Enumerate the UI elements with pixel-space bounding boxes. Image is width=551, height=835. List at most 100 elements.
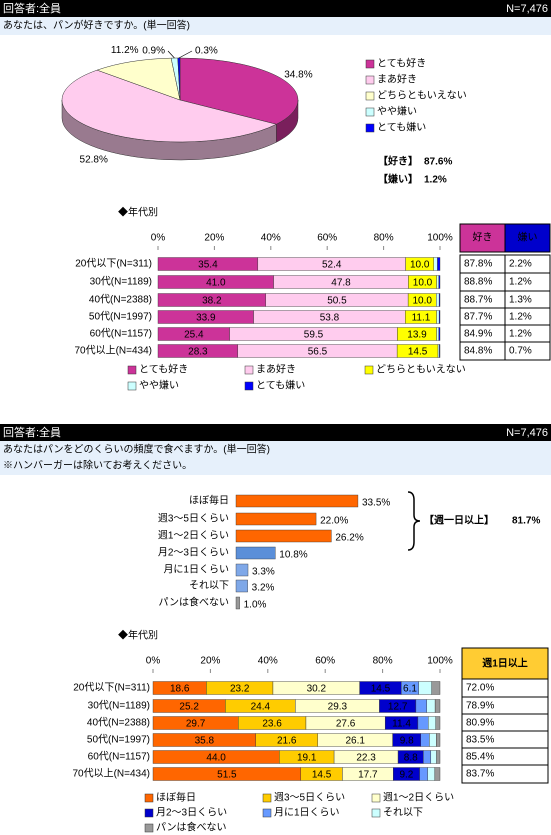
table-value: 88.8% bbox=[464, 277, 492, 288]
legend-label: 月2～3日くらい bbox=[156, 807, 227, 819]
category-label: それ以下 bbox=[189, 580, 229, 592]
table-header: 週1日以上 bbox=[482, 657, 528, 670]
value-label: 28.3 bbox=[188, 347, 208, 358]
value-label: 50.5 bbox=[327, 296, 347, 307]
bar bbox=[235, 563, 249, 577]
x-tick-label: 100% bbox=[427, 233, 453, 244]
bar-segment bbox=[434, 767, 441, 781]
question: ※ハンバーガーは除いてお考えください。 bbox=[3, 459, 192, 472]
bar-segment bbox=[415, 699, 427, 713]
value-label: 10.8% bbox=[279, 550, 307, 561]
category-label: 40代(N=2388) bbox=[87, 717, 150, 729]
value-label: 26.2% bbox=[335, 533, 363, 544]
bar-segment bbox=[430, 750, 437, 764]
summary-label: 【嫌い】 bbox=[378, 173, 418, 186]
value-label: 30.2 bbox=[307, 684, 327, 695]
pie-slice bbox=[179, 57, 299, 125]
x-tick-label: 80% bbox=[373, 656, 393, 667]
bar-segment bbox=[436, 275, 440, 289]
value-label: 23.6 bbox=[262, 719, 282, 730]
question: あなたは、パンが好きですか。(単一回答) bbox=[3, 19, 190, 32]
table-value: 1.3% bbox=[509, 295, 532, 306]
value-label: 17.7 bbox=[358, 770, 378, 781]
subtitle: ◆年代別 bbox=[118, 206, 158, 219]
bar-segment bbox=[433, 257, 438, 271]
table-value: 87.7% bbox=[464, 312, 492, 323]
bar-segment bbox=[437, 257, 441, 271]
sample-size: N=7,476 bbox=[506, 427, 548, 439]
table-header-cell bbox=[504, 223, 551, 253]
x-tick-label: 0% bbox=[146, 656, 161, 667]
legend-swatch bbox=[244, 381, 254, 391]
legend-swatch bbox=[365, 91, 375, 101]
value-label: 18.6 bbox=[170, 684, 190, 695]
value-label: 9.2 bbox=[399, 770, 413, 781]
respondents: 回答者:全員 bbox=[3, 425, 61, 439]
value-label: 14.5 bbox=[408, 347, 428, 358]
header-bar bbox=[0, 0, 551, 17]
table-value: 72.0% bbox=[466, 683, 494, 694]
bar-segment bbox=[438, 327, 441, 341]
legend-label: まあ好き bbox=[377, 74, 417, 86]
table-value: 84.9% bbox=[464, 329, 492, 340]
bracket-label: 【週一日以上】 bbox=[424, 514, 494, 527]
legend-label: とても好き bbox=[139, 364, 188, 376]
table-value: 84.8% bbox=[464, 346, 492, 357]
value-label: 3.3% bbox=[252, 567, 275, 578]
bar-segment bbox=[419, 767, 428, 781]
bar bbox=[235, 512, 317, 526]
summary-value: 1.2% bbox=[424, 175, 447, 186]
category-label: 20代以下(N=311) bbox=[73, 682, 150, 694]
category-label: 60代(N=1157) bbox=[90, 328, 152, 340]
value-label: 8.8 bbox=[404, 753, 418, 764]
question: あなたはパンをどのくらいの頻度で食べますか。(単一回答) bbox=[3, 443, 270, 456]
value-label: 44.0 bbox=[206, 753, 226, 764]
legend-label: まあ好き bbox=[256, 364, 296, 376]
legend-swatch bbox=[364, 365, 374, 375]
pie-slice bbox=[96, 57, 181, 101]
x-tick-label: 80% bbox=[374, 233, 394, 244]
bar-segment bbox=[429, 733, 437, 747]
value-label: 23.2 bbox=[230, 684, 250, 695]
category-label: 50代(N=1997) bbox=[87, 734, 150, 746]
value-label: 27.6 bbox=[336, 719, 356, 730]
table-cell bbox=[504, 341, 551, 361]
value-label: 25.4 bbox=[184, 330, 204, 341]
summary-value: 87.6% bbox=[424, 157, 452, 168]
legend-swatch bbox=[262, 808, 272, 818]
legend-label: どちらともいえない bbox=[377, 90, 467, 102]
bar-segment bbox=[423, 750, 432, 764]
summary-label: 【好き】 bbox=[378, 155, 418, 168]
value-label: 41.0 bbox=[206, 278, 226, 289]
category-label: 70代以上(N=434) bbox=[74, 345, 152, 357]
value-label: 29.3 bbox=[328, 702, 348, 713]
bar-segment bbox=[427, 767, 436, 781]
value-label: 9.8 bbox=[400, 736, 414, 747]
legend-label: やや嫌い bbox=[139, 379, 179, 392]
table-value: 88.7% bbox=[464, 295, 492, 306]
x-tick-label: 100% bbox=[427, 656, 453, 667]
legend-swatch bbox=[371, 793, 381, 803]
value-label: 3.2% bbox=[252, 583, 275, 594]
value-label: 14.5 bbox=[371, 684, 391, 695]
x-tick-label: 60% bbox=[317, 233, 337, 244]
bar bbox=[235, 596, 240, 610]
legend-swatch bbox=[371, 808, 381, 818]
bar-segment bbox=[436, 310, 440, 324]
category-label: 月2～3日くらい bbox=[158, 547, 229, 559]
bar-segment bbox=[436, 293, 440, 307]
table-value: 1.2% bbox=[509, 312, 532, 323]
value-label: 24.4 bbox=[251, 702, 271, 713]
value-label: 10.0 bbox=[412, 296, 432, 307]
pie-label: 0.3% bbox=[195, 46, 218, 57]
category-label: 20代以下(N=311) bbox=[75, 258, 152, 270]
table-value: 85.4% bbox=[466, 752, 494, 763]
table-value: 0.7% bbox=[509, 346, 532, 357]
value-label: 13.9 bbox=[407, 330, 427, 341]
value-label: 14.5 bbox=[312, 770, 332, 781]
legend-label: とても好き bbox=[377, 58, 426, 70]
legend-swatch bbox=[244, 365, 254, 375]
legend-label: ほぼ毎日 bbox=[156, 791, 196, 804]
bar-segment bbox=[418, 681, 432, 695]
table-value: 80.9% bbox=[466, 718, 494, 729]
